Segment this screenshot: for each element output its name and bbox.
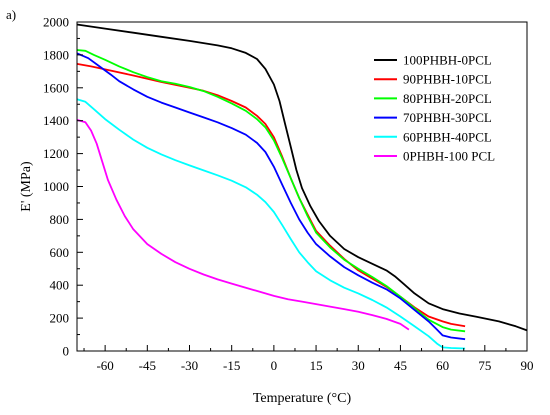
- series-line-3: [76, 49, 466, 333]
- series-line-6: [76, 119, 410, 331]
- tick-labels: -60 -45 -30 -15 0 15 30 45 60 75 90 0 200 400 600 800 10…: [43, 15, 534, 374]
- legend-label: 70PHBH-30PCL: [403, 110, 492, 125]
- x-tick-label: 15: [310, 358, 323, 373]
- x-tick-label: -15: [223, 358, 240, 373]
- y-tick-label: 200: [50, 311, 70, 326]
- x-axis-title: Temperature (°C): [253, 391, 352, 406]
- panel-label: a): [6, 7, 16, 22]
- axis-ticks: [77, 21, 528, 352]
- x-tick-label: -30: [181, 358, 198, 373]
- x-tick-label: -60: [96, 358, 113, 373]
- x-tick-label: -45: [139, 358, 156, 373]
- y-tick-label: 600: [50, 245, 70, 260]
- x-tick-label: 0: [271, 358, 278, 373]
- y-tick-label: 1000: [43, 179, 69, 194]
- y-tick-label: 1200: [43, 146, 69, 161]
- y-tick-label: 800: [50, 212, 70, 227]
- x-tick-label: 75: [478, 358, 491, 373]
- legend-label: 100PHBH-0PCL: [403, 53, 492, 68]
- legend: 100PHBH-0PCL 90PHBH-10PCL 80PHBH-20PCL 70PH…: [374, 53, 495, 164]
- legend-label: 60PHBH-40PCL: [403, 129, 492, 144]
- y-tick-label: 2000: [43, 15, 69, 30]
- y-axis-title: E' (MPa): [19, 161, 34, 212]
- y-tick-label: 1400: [43, 113, 69, 128]
- y-tick-label: 400: [50, 278, 70, 293]
- x-tick-label: 30: [352, 358, 365, 373]
- y-tick-label: 1600: [43, 80, 69, 95]
- series-line-5: [76, 98, 466, 350]
- x-tick-label: 90: [521, 358, 534, 373]
- series-line-1: [76, 23, 528, 332]
- legend-label: 80PHBH-20PCL: [403, 91, 492, 106]
- x-tick-label: 60: [436, 358, 449, 373]
- y-tick-label: 1800: [43, 47, 69, 62]
- legend-label: 90PHBH-10PCL: [403, 72, 492, 87]
- series-layer: [76, 23, 528, 350]
- x-tick-label: 45: [394, 358, 407, 373]
- y-tick-label: 0: [63, 344, 70, 359]
- legend-label: 0PHBH-100 PCL: [403, 149, 495, 164]
- series-line-4: [76, 52, 466, 341]
